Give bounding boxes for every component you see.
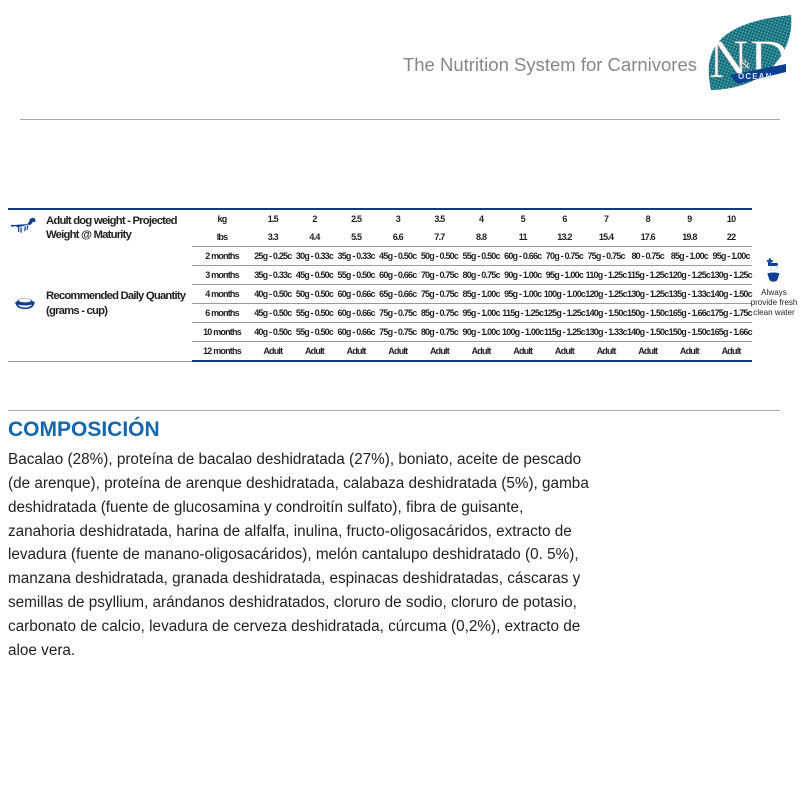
svg-text:OCEAN: OCEAN — [738, 72, 772, 81]
svg-text:&: & — [740, 56, 750, 71]
